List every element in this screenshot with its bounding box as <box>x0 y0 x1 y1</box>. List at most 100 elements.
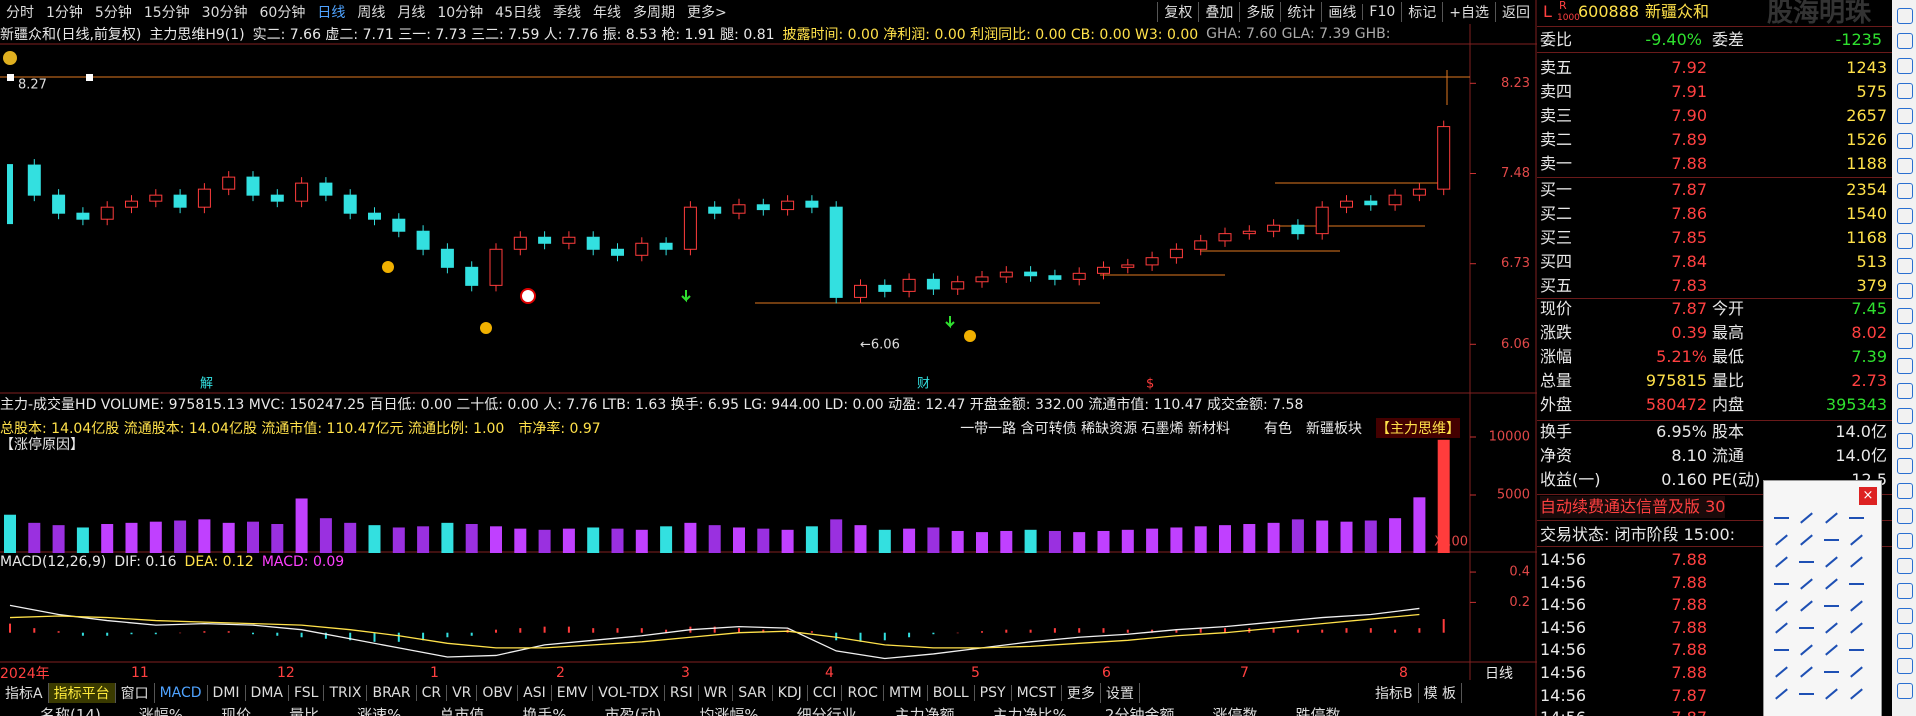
function-button[interactable]: +自选 <box>1442 2 1495 22</box>
indicator-tab[interactable]: CR <box>417 684 448 701</box>
tool-icon[interactable] <box>1897 233 1913 249</box>
tool-icon[interactable] <box>1897 383 1913 399</box>
tool-icon[interactable] <box>1897 458 1913 474</box>
indicator-tab[interactable]: BOLL <box>928 684 975 701</box>
indicator-tab[interactable]: FSL <box>289 684 325 701</box>
column-header[interactable]: 主力净额 <box>894 705 955 716</box>
draw-tool[interactable] <box>1775 534 1788 546</box>
column-header[interactable]: 市盈(动) <box>604 705 662 716</box>
period-button[interactable]: 日线 <box>317 5 346 21</box>
column-header[interactable]: 细分行业 <box>796 705 857 716</box>
indicator-tab[interactable]: ASI <box>518 684 552 701</box>
draw-tool[interactable] <box>1799 693 1814 695</box>
indicator-tab[interactable]: SAR <box>733 684 773 701</box>
tool-icon[interactable] <box>1897 408 1913 424</box>
tool-icon[interactable] <box>1897 108 1913 124</box>
tool-icon[interactable] <box>1897 208 1913 224</box>
draw-tool[interactable] <box>1850 600 1863 612</box>
tool-icon[interactable] <box>1897 308 1913 324</box>
column-header[interactable]: 现价 <box>221 705 252 716</box>
column-header[interactable]: 总市值 <box>439 705 485 716</box>
tool-icon[interactable] <box>1897 133 1913 149</box>
period-button[interactable]: 10分钟 <box>437 5 484 21</box>
column-header[interactable]: 名称(14) <box>40 705 101 716</box>
tool-icon[interactable] <box>1897 283 1913 299</box>
indicator-tab[interactable]: KDJ <box>773 684 808 701</box>
function-button[interactable]: 画线 <box>1321 2 1362 22</box>
draw-tool[interactable] <box>1825 556 1838 568</box>
period-button[interactable]: 1分钟 <box>46 5 83 21</box>
indicator-tab[interactable]: RSI <box>665 684 699 701</box>
column-header[interactable]: 跌停数 <box>1295 705 1341 716</box>
indicator-tab[interactable]: ROC <box>842 684 884 701</box>
column-header[interactable]: 均涨幅% <box>699 705 759 716</box>
tool-icon[interactable] <box>1897 433 1913 449</box>
function-button[interactable]: 复权 <box>1157 2 1198 22</box>
period-button[interactable]: 30分钟 <box>201 5 248 21</box>
indicator-tab[interactable]: 模 板 <box>1419 682 1463 703</box>
period-button[interactable]: 季线 <box>552 5 581 21</box>
period-button[interactable]: 45日线 <box>495 5 541 21</box>
draw-tool[interactable] <box>1850 534 1863 546</box>
period-button[interactable]: 5分钟 <box>94 5 132 21</box>
draw-tool[interactable] <box>1800 644 1813 656</box>
draw-tool[interactable] <box>1849 583 1864 585</box>
tool-icon[interactable] <box>1897 8 1913 24</box>
indicator-tab[interactable]: 指标A <box>0 682 49 703</box>
indicator-tab[interactable]: 指标B <box>1370 682 1419 703</box>
period-button[interactable]: 周线 <box>357 5 386 21</box>
tool-icon[interactable] <box>1897 333 1913 349</box>
draw-tool[interactable] <box>1775 688 1788 700</box>
draw-tool[interactable] <box>1849 517 1864 519</box>
indicator-tab[interactable]: VR <box>447 684 478 701</box>
draw-tool[interactable] <box>1775 666 1788 678</box>
draw-tool[interactable] <box>1800 578 1813 590</box>
period-button[interactable]: 多周期 <box>632 5 675 21</box>
indicator-tab[interactable]: MACD <box>155 684 208 701</box>
function-button[interactable]: F10 <box>1362 4 1401 20</box>
draw-tool[interactable] <box>1825 622 1838 634</box>
indicator-tab[interactable]: CCI <box>808 684 843 701</box>
function-button[interactable]: 统计 <box>1280 2 1321 22</box>
draw-tool[interactable] <box>1825 644 1838 656</box>
draw-tool[interactable] <box>1825 512 1838 524</box>
indicator-tab[interactable]: MTM <box>884 684 928 701</box>
function-button[interactable]: 叠加 <box>1198 2 1239 22</box>
draw-tool[interactable] <box>1775 556 1788 568</box>
indicator-tab[interactable]: VOL-TDX <box>593 684 665 701</box>
draw-tool[interactable] <box>1800 666 1813 678</box>
draw-tool[interactable] <box>1800 512 1813 524</box>
tool-icon[interactable] <box>1897 483 1913 499</box>
column-header[interactable]: 涨幅% <box>138 705 184 716</box>
indicator-tab[interactable]: MCST <box>1012 684 1062 701</box>
tool-icon[interactable] <box>1897 658 1913 674</box>
tool-icon[interactable] <box>1897 633 1913 649</box>
indicator-tab[interactable]: WR <box>699 684 734 701</box>
close-button[interactable]: × <box>1859 487 1877 505</box>
tool-icon[interactable] <box>1897 608 1913 624</box>
period-button[interactable]: 年线 <box>592 5 621 21</box>
draw-tool[interactable] <box>1850 688 1863 700</box>
indicator-tab[interactable]: TRIX <box>324 684 368 701</box>
tool-icon[interactable] <box>1897 533 1913 549</box>
period-button[interactable]: 更多> <box>686 5 727 21</box>
column-header[interactable]: 量比 <box>289 705 320 716</box>
draw-tool[interactable] <box>1850 666 1863 678</box>
draw-tool[interactable] <box>1775 600 1788 612</box>
tool-icon[interactable] <box>1897 358 1913 374</box>
column-header[interactable]: 换手% <box>522 705 567 716</box>
draw-tool[interactable] <box>1824 539 1839 541</box>
tool-icon[interactable] <box>1897 558 1913 574</box>
period-button[interactable]: 月线 <box>397 5 426 21</box>
column-header[interactable]: 2分钟金额 <box>1104 705 1175 716</box>
indicator-tab[interactable]: PSY <box>975 684 1012 701</box>
tool-icon[interactable] <box>1897 183 1913 199</box>
tool-icon[interactable] <box>1897 683 1913 699</box>
draw-tool[interactable] <box>1824 671 1839 673</box>
function-button[interactable]: 返回 <box>1495 2 1536 22</box>
draw-tool[interactable] <box>1849 649 1864 651</box>
draw-tool[interactable] <box>1825 688 1838 700</box>
draw-tool[interactable] <box>1800 534 1813 546</box>
draw-tool[interactable] <box>1824 605 1839 607</box>
indicator-tab[interactable]: 更多 <box>1062 682 1101 703</box>
